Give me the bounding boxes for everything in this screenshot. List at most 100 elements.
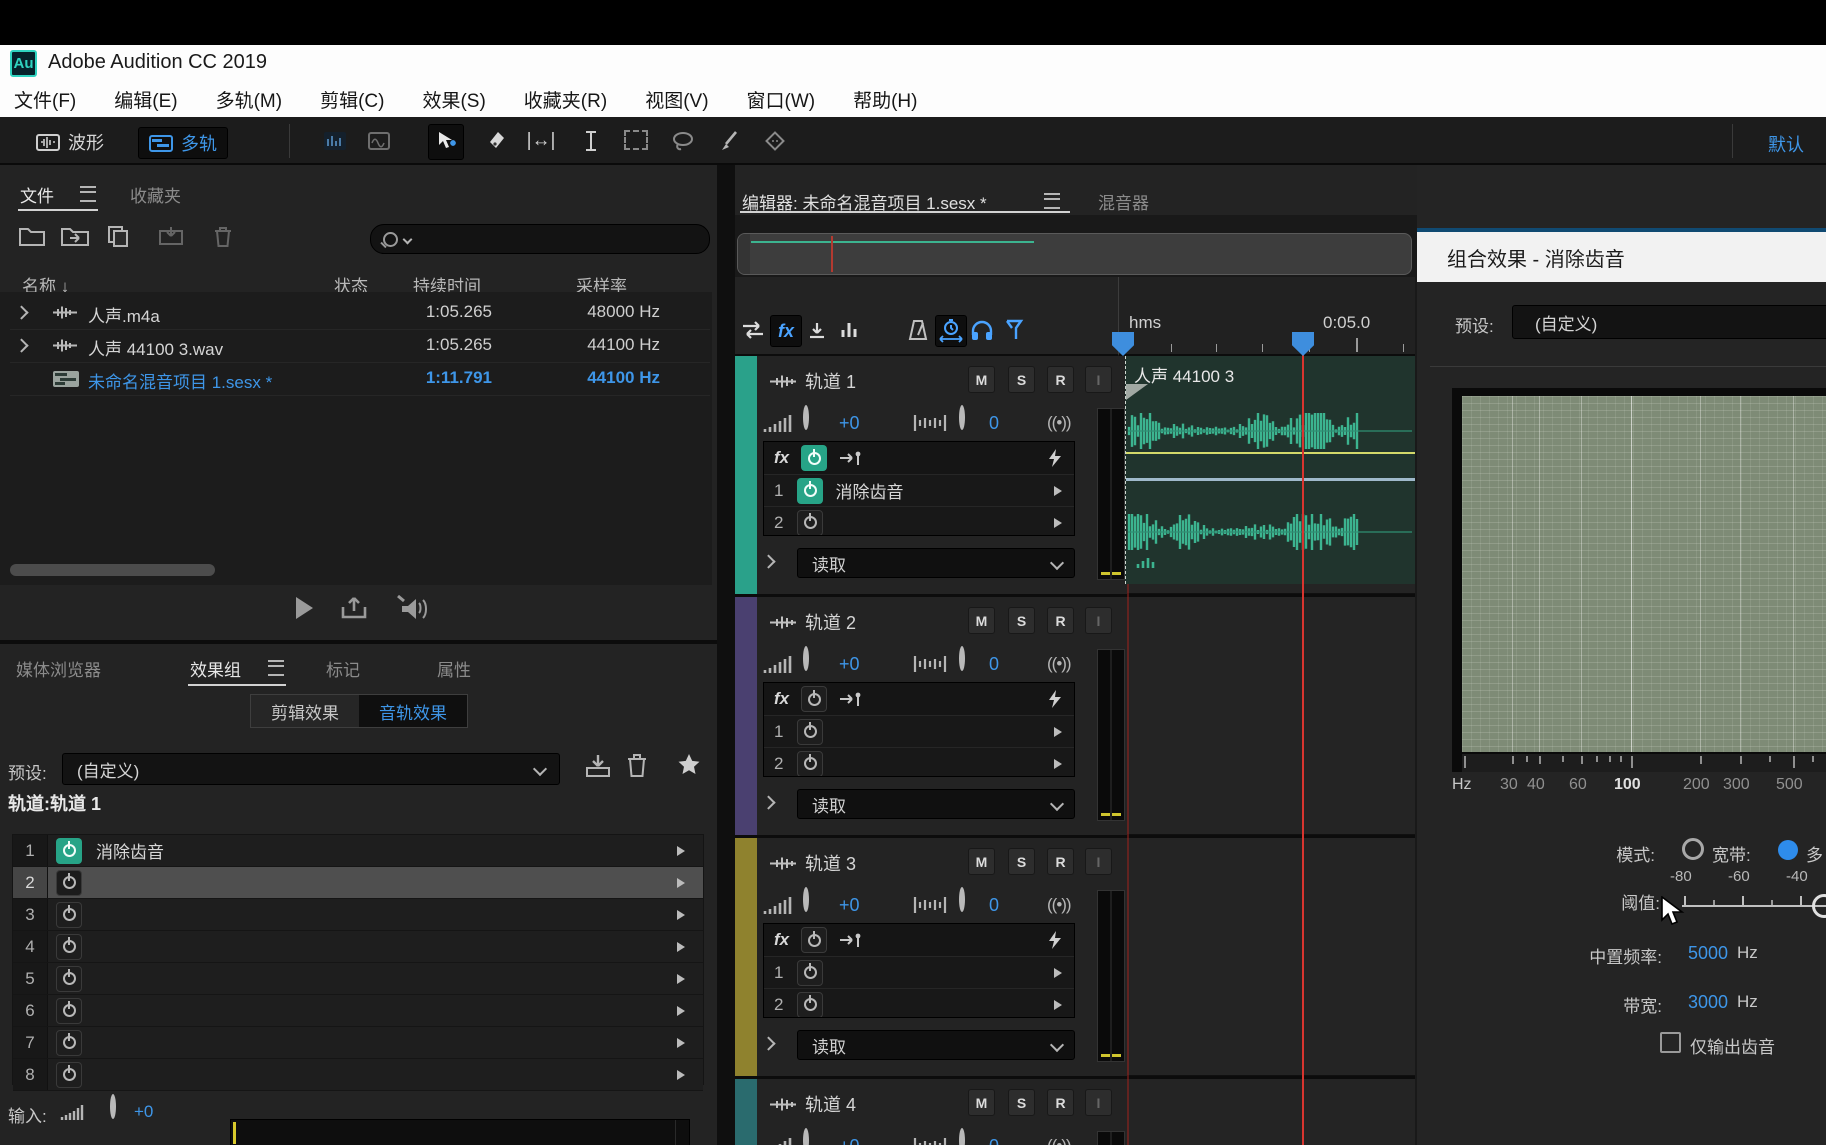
track-lane[interactable]	[1127, 838, 1415, 1076]
solo-button[interactable]: S	[1008, 607, 1035, 634]
paintbrush-tool[interactable]	[712, 124, 746, 158]
automation-mode-select[interactable]: 读取	[797, 548, 1075, 578]
effect-power-button[interactable]	[56, 869, 82, 896]
audio-clip[interactable]: 人声 44100 3	[1125, 356, 1415, 584]
mute-button[interactable]: M	[968, 607, 995, 634]
effect-slot-2-selected[interactable]: 2	[13, 867, 703, 899]
multitrack-view-button[interactable]: 多轨	[138, 127, 228, 159]
editor-panel-menu-icon[interactable]	[1044, 193, 1060, 209]
record-arm-button[interactable]: R	[1047, 1089, 1074, 1116]
expand-chevron-icon[interactable]	[14, 305, 29, 320]
solo-button[interactable]: S	[1008, 848, 1035, 875]
freeze-lightning-icon[interactable]	[1047, 690, 1062, 708]
track-color-strip[interactable]	[735, 1079, 757, 1145]
file-row-session-selected[interactable]: 未命名混音项目 1.sesx * 1:11.791 44100 Hz	[10, 362, 710, 396]
slot-options-arrow-icon[interactable]	[1054, 999, 1062, 1010]
effect-power-button[interactable]	[56, 933, 82, 960]
auto-play-speaker-icon[interactable]	[392, 595, 430, 623]
track-name[interactable]: 轨道 3	[805, 854, 857, 874]
volume-knob[interactable]	[803, 646, 809, 671]
expand-chevron-icon[interactable]	[761, 554, 776, 569]
mute-button[interactable]: M	[968, 848, 995, 875]
slot-power-button[interactable]	[797, 718, 824, 745]
volume-knob[interactable]	[803, 405, 809, 430]
deesser-frequency-graph[interactable]	[1452, 388, 1826, 772]
record-arm-button[interactable]: R	[1047, 848, 1074, 875]
column-header-name[interactable]: 名称 ↓	[22, 277, 70, 296]
slot-power-button[interactable]	[797, 509, 824, 535]
timeline-navigator[interactable]	[737, 233, 1412, 275]
column-header-sample-rate[interactable]: 采样率	[576, 277, 627, 296]
effect-slot-1[interactable]: 1 消除齿音	[13, 835, 703, 867]
track-name[interactable]: 轨道 4	[805, 1095, 857, 1115]
effect-options-arrow-icon[interactable]	[677, 1005, 685, 1016]
expand-chevron-icon[interactable]	[14, 338, 29, 353]
metering-icon[interactable]	[834, 315, 864, 345]
slot-power-button[interactable]	[797, 750, 824, 776]
time-selection-tool[interactable]	[574, 124, 608, 158]
menu-view[interactable]: 视图(V)	[645, 91, 709, 112]
track-name[interactable]: 轨道 2	[805, 613, 857, 633]
pan-knob[interactable]	[959, 405, 965, 430]
freeze-lightning-icon[interactable]	[1047, 449, 1062, 467]
solo-button[interactable]: S	[1008, 366, 1035, 393]
effect-power-button[interactable]	[56, 1029, 82, 1056]
automation-mode-select[interactable]: 读取	[797, 1030, 1075, 1060]
output-sibilance-only-checkbox[interactable]	[1660, 1032, 1681, 1053]
preset-dropdown[interactable]: (自定义)	[62, 753, 560, 785]
track-lane[interactable]	[1127, 1079, 1415, 1145]
monitor-input-button[interactable]: I	[1085, 848, 1112, 875]
search-input[interactable]	[370, 224, 710, 254]
mode-wideband-radio[interactable]	[1682, 838, 1704, 860]
import-file-icon[interactable]	[60, 225, 90, 247]
effect-options-arrow-icon[interactable]	[677, 877, 685, 888]
mute-button[interactable]: M	[968, 1089, 995, 1116]
slot-options-arrow-icon[interactable]	[1054, 967, 1062, 978]
menu-effects[interactable]: 效果(S)	[422, 91, 486, 112]
spectral-frequency-icon[interactable]	[318, 124, 352, 158]
playhead-marker[interactable]	[1112, 332, 1134, 356]
tab-favorites[interactable]: 收藏夹	[130, 187, 181, 206]
loop-playback-icon[interactable]	[340, 595, 368, 621]
pan-knob[interactable]	[959, 887, 965, 912]
effect-options-arrow-icon[interactable]	[677, 909, 685, 920]
effect-slot-7[interactable]: 7	[13, 1027, 703, 1059]
tab-editor[interactable]: 编辑器: 未命名混音项目 1.sesx *	[742, 194, 987, 213]
deesser-window-titlebar[interactable]: 组合效果 - 消除齿音	[1417, 232, 1826, 282]
menu-help[interactable]: 帮助(H)	[853, 91, 918, 112]
playhead-line[interactable]	[1302, 334, 1304, 1145]
track-lane[interactable]	[1127, 597, 1415, 835]
trash-icon[interactable]	[212, 225, 234, 248]
track-color-strip[interactable]	[735, 838, 757, 1076]
menu-clip[interactable]: 剪辑(C)	[320, 91, 385, 112]
track-name[interactable]: 轨道 1	[805, 372, 857, 392]
menu-multitrack[interactable]: 多轨(M)	[215, 91, 283, 112]
slot-options-arrow-icon[interactable]	[1054, 726, 1062, 737]
threshold-slider-track[interactable]	[1682, 905, 1826, 907]
track-color-strip[interactable]	[735, 597, 757, 835]
fx-power-button[interactable]	[801, 686, 828, 712]
column-header-duration[interactable]: 持续时间	[413, 277, 481, 296]
column-header-status[interactable]: 状态	[334, 277, 368, 296]
effect-slot-6[interactable]: 6	[13, 995, 703, 1027]
waveform-view-button[interactable]: 波形	[26, 127, 114, 157]
video-reference-icon[interactable]	[999, 315, 1029, 345]
tab-markers[interactable]: 标记	[326, 661, 360, 680]
clip-effects-button[interactable]: 剪辑效果	[251, 695, 359, 727]
clip-fade-in-handle[interactable]	[1126, 384, 1148, 400]
stretch-clock-icon[interactable]	[935, 315, 967, 347]
horizontal-scrollbar[interactable]	[10, 564, 215, 576]
slot-power-button[interactable]	[797, 477, 824, 504]
bandwidth-value[interactable]: 3000	[1688, 992, 1729, 1012]
favorite-star-icon[interactable]	[676, 752, 702, 778]
automation-mode-select[interactable]: 读取	[797, 789, 1075, 819]
routing-icon[interactable]	[802, 315, 832, 345]
marquee-selection-tool[interactable]	[624, 130, 648, 150]
metronome-icon[interactable]	[903, 315, 933, 345]
solo-button[interactable]: S	[1008, 1089, 1035, 1116]
freeze-lightning-icon[interactable]	[1047, 931, 1062, 949]
pan-knob[interactable]	[959, 646, 965, 671]
mute-button[interactable]: M	[968, 366, 995, 393]
record-arm-button[interactable]: R	[1047, 366, 1074, 393]
effect-power-button[interactable]	[56, 837, 82, 864]
